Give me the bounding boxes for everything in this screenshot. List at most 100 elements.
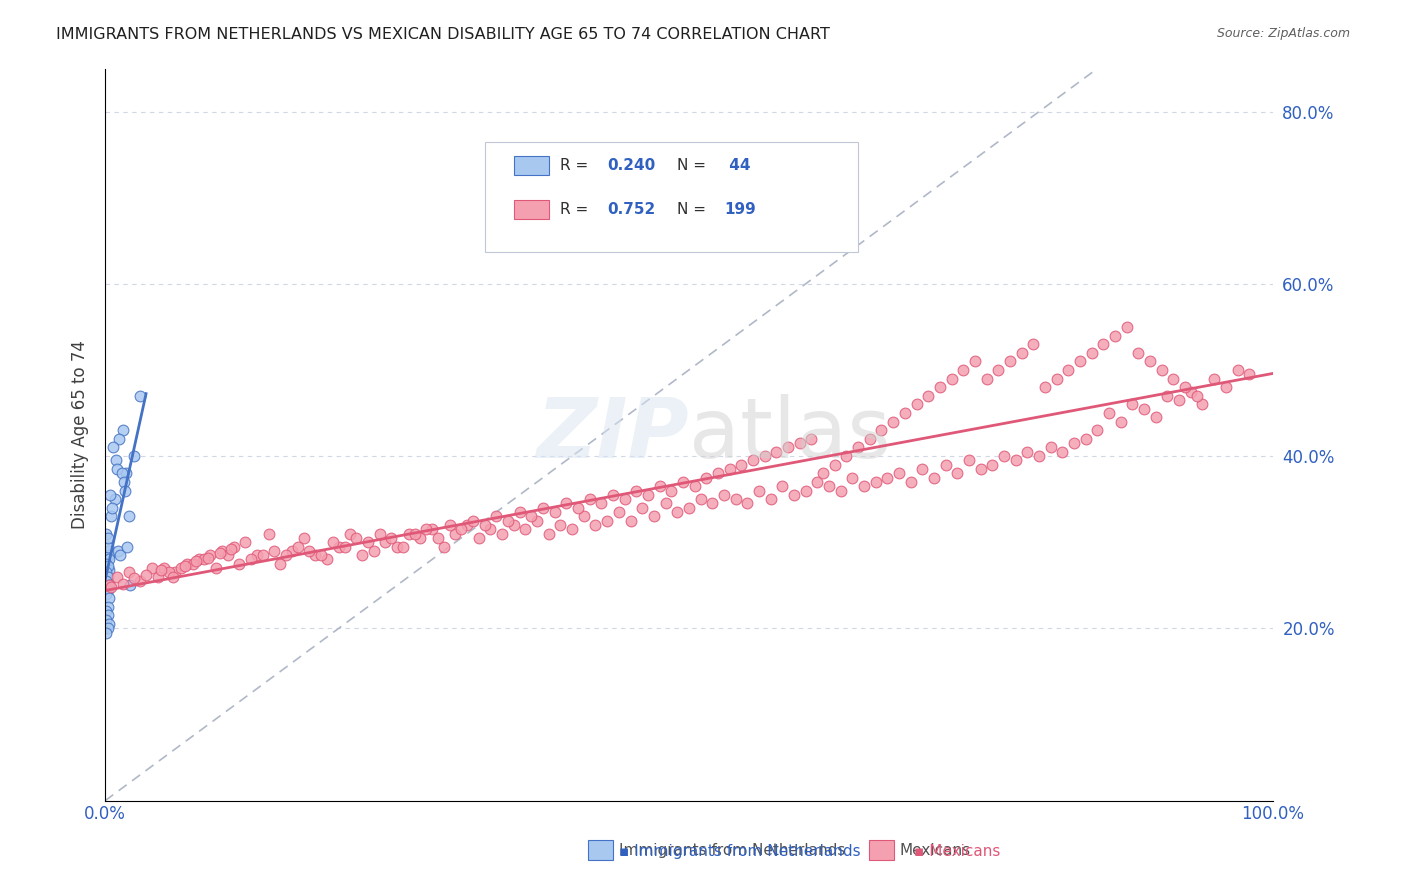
Point bbox=[1104, 328, 1126, 343]
Point bbox=[96, 574, 118, 588]
Point bbox=[846, 441, 869, 455]
Point bbox=[96, 604, 118, 618]
Point bbox=[97, 578, 120, 592]
Point bbox=[1022, 337, 1045, 351]
Point bbox=[550, 518, 572, 533]
Point bbox=[114, 483, 136, 498]
Point bbox=[1109, 415, 1132, 429]
Point bbox=[485, 509, 508, 524]
Point bbox=[150, 563, 173, 577]
Point bbox=[409, 531, 432, 545]
Point bbox=[648, 479, 671, 493]
Text: 44: 44 bbox=[724, 159, 751, 173]
Point bbox=[246, 548, 269, 562]
Point bbox=[865, 475, 887, 489]
Point bbox=[572, 509, 595, 524]
Point bbox=[887, 467, 910, 481]
Point bbox=[520, 509, 543, 524]
Point bbox=[1150, 363, 1173, 377]
Point bbox=[105, 462, 128, 476]
Point bbox=[754, 449, 776, 463]
Point bbox=[316, 552, 339, 566]
Point bbox=[222, 540, 245, 554]
Point bbox=[368, 526, 391, 541]
Point bbox=[637, 488, 659, 502]
Point bbox=[1133, 401, 1156, 416]
Point bbox=[824, 458, 846, 472]
Point bbox=[197, 550, 219, 565]
Point bbox=[900, 475, 922, 489]
Point bbox=[97, 591, 120, 606]
Point bbox=[922, 470, 945, 484]
Point bbox=[398, 526, 420, 541]
Point bbox=[439, 518, 461, 533]
Point bbox=[96, 566, 118, 580]
Point bbox=[905, 397, 928, 411]
Point bbox=[339, 526, 361, 541]
Point bbox=[695, 470, 717, 484]
Point bbox=[252, 548, 274, 562]
Point bbox=[117, 509, 139, 524]
Point bbox=[96, 625, 118, 640]
Point bbox=[596, 514, 619, 528]
Point bbox=[718, 462, 741, 476]
Point bbox=[468, 531, 491, 545]
Y-axis label: Disability Age 65 to 74: Disability Age 65 to 74 bbox=[72, 340, 89, 529]
FancyBboxPatch shape bbox=[513, 156, 548, 175]
Point bbox=[830, 483, 852, 498]
Point bbox=[276, 548, 298, 562]
Point bbox=[742, 453, 765, 467]
Point bbox=[181, 557, 204, 571]
Text: N =: N = bbox=[678, 202, 711, 218]
Point bbox=[105, 570, 128, 584]
Point bbox=[1074, 432, 1097, 446]
Point bbox=[146, 570, 169, 584]
Point bbox=[333, 540, 356, 554]
Point bbox=[141, 561, 163, 575]
Point bbox=[496, 514, 519, 528]
Point bbox=[1004, 453, 1026, 467]
Point bbox=[103, 441, 125, 455]
Point bbox=[444, 526, 467, 541]
Text: R =: R = bbox=[561, 202, 593, 218]
Point bbox=[124, 449, 146, 463]
Point bbox=[987, 363, 1010, 377]
Point bbox=[162, 570, 184, 584]
Text: 0.752: 0.752 bbox=[607, 202, 655, 218]
Point bbox=[1139, 354, 1161, 368]
Point bbox=[1226, 363, 1249, 377]
Point bbox=[666, 505, 689, 519]
Point bbox=[96, 526, 118, 541]
Point bbox=[112, 475, 135, 489]
Point bbox=[117, 566, 139, 580]
Point bbox=[404, 526, 426, 541]
Point bbox=[800, 432, 823, 446]
Point bbox=[946, 467, 969, 481]
Point bbox=[724, 492, 747, 507]
Point bbox=[1092, 337, 1115, 351]
Point bbox=[97, 617, 120, 632]
Point bbox=[96, 544, 118, 558]
Point bbox=[281, 544, 304, 558]
Point bbox=[152, 561, 174, 575]
Point bbox=[591, 496, 613, 510]
Point bbox=[208, 545, 231, 559]
Text: ZIP: ZIP bbox=[536, 394, 689, 475]
Point bbox=[1174, 380, 1197, 394]
Point bbox=[96, 559, 118, 574]
Point bbox=[135, 568, 157, 582]
Point bbox=[350, 548, 373, 562]
Point bbox=[100, 580, 122, 594]
Point bbox=[672, 475, 695, 489]
Point bbox=[981, 458, 1004, 472]
Point bbox=[515, 522, 537, 536]
Bar bbox=[588, 840, 613, 860]
Point bbox=[1128, 345, 1150, 359]
Point bbox=[1087, 423, 1109, 437]
Point bbox=[129, 574, 152, 588]
Point bbox=[103, 492, 125, 507]
Point bbox=[96, 599, 118, 614]
Point bbox=[870, 423, 893, 437]
Point bbox=[98, 488, 121, 502]
Point bbox=[96, 608, 118, 623]
